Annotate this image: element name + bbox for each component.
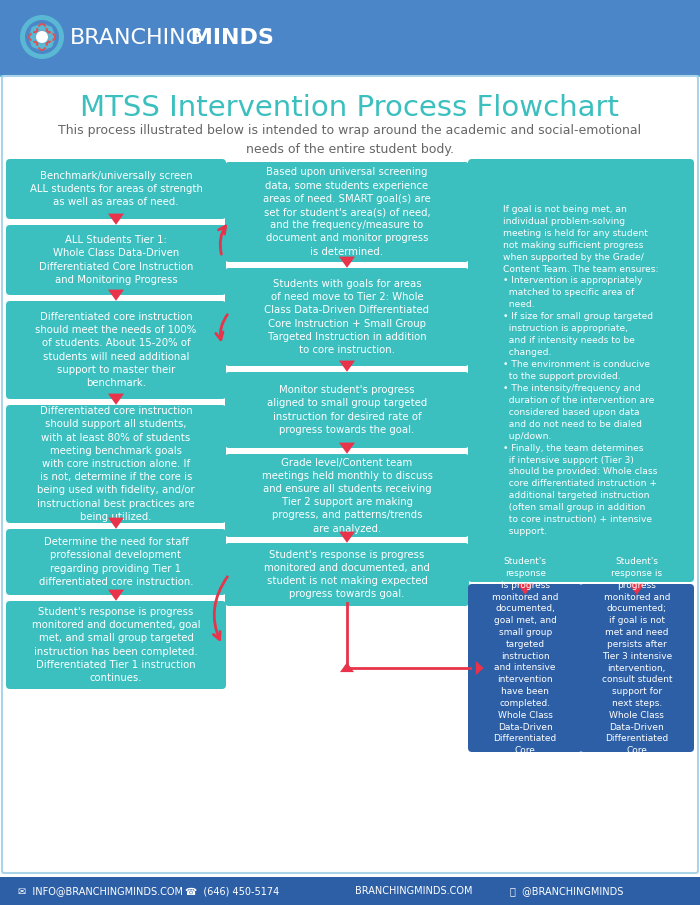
Text: Based upon universal screening
data, some students experience
areas of need. SMA: Based upon universal screening data, som… [263, 167, 431, 257]
Polygon shape [339, 257, 355, 268]
Circle shape [25, 20, 59, 54]
Text: Student's response is progress
monitored and documented, goal
met, and small gro: Student's response is progress monitored… [32, 607, 200, 683]
Polygon shape [517, 584, 533, 595]
Polygon shape [108, 290, 124, 300]
FancyBboxPatch shape [225, 454, 469, 537]
Polygon shape [108, 589, 124, 601]
Text: BRANCHINGMINDS.COM: BRANCHINGMINDS.COM [355, 886, 472, 896]
Polygon shape [476, 661, 484, 675]
Text: BRANCHING: BRANCHING [70, 28, 204, 48]
FancyBboxPatch shape [225, 543, 469, 606]
FancyBboxPatch shape [225, 268, 469, 366]
Text: 🐦  @BRANCHINGMINDS: 🐦 @BRANCHINGMINDS [510, 886, 624, 896]
FancyBboxPatch shape [6, 529, 226, 595]
Circle shape [36, 31, 48, 43]
Polygon shape [108, 394, 124, 405]
Polygon shape [108, 214, 124, 224]
FancyBboxPatch shape [0, 75, 700, 77]
Polygon shape [339, 443, 355, 453]
Text: MINDS: MINDS [183, 28, 274, 48]
FancyBboxPatch shape [468, 584, 582, 752]
FancyBboxPatch shape [0, 0, 700, 75]
Text: Student's
response
is progress
monitored and
documented,
goal met, and
small gro: Student's response is progress monitored… [492, 557, 559, 778]
Text: Student's response is progress
monitored and documented, and
student is not maki: Student's response is progress monitored… [264, 549, 430, 599]
FancyBboxPatch shape [468, 159, 694, 582]
FancyBboxPatch shape [6, 601, 226, 689]
Text: If goal is not being met, an
individual problem-solving
meeting is held for any : If goal is not being met, an individual … [503, 205, 659, 536]
Text: ☎  (646) 450-5174: ☎ (646) 450-5174 [185, 886, 279, 896]
Circle shape [29, 24, 55, 50]
Text: Differentiated core instruction
should meet the needs of 100%
of students. About: Differentiated core instruction should m… [36, 312, 197, 388]
Polygon shape [340, 662, 354, 672]
FancyBboxPatch shape [0, 877, 700, 905]
Text: Determine the need for staff
professional development
regarding providing Tier 1: Determine the need for staff professiona… [38, 538, 193, 586]
FancyBboxPatch shape [225, 162, 469, 262]
Polygon shape [629, 584, 645, 595]
Text: Grade level/Content team
meetings held monthly to discuss
and ensure all student: Grade level/Content team meetings held m… [262, 458, 433, 534]
FancyBboxPatch shape [225, 372, 469, 448]
Text: Student's
response is
progress
monitored and
documented;
if goal is not
met and : Student's response is progress monitored… [601, 557, 672, 778]
Text: This process illustrated below is intended to wrap around the academic and socia: This process illustrated below is intend… [58, 124, 642, 156]
Text: Differentiated core instruction
should support all students,
with at least 80% o: Differentiated core instruction should s… [37, 406, 195, 522]
Text: MTSS Intervention Process Flowchart: MTSS Intervention Process Flowchart [80, 94, 620, 122]
Polygon shape [339, 531, 355, 543]
Polygon shape [339, 360, 355, 372]
Text: ✉  INFO@BRANCHINGMINDS.COM: ✉ INFO@BRANCHINGMINDS.COM [18, 886, 183, 896]
Circle shape [20, 15, 64, 59]
FancyBboxPatch shape [6, 301, 226, 399]
Text: Benchmark/universally screen
ALL students for areas of strength
as well as areas: Benchmark/universally screen ALL student… [29, 171, 202, 207]
FancyBboxPatch shape [6, 225, 226, 295]
FancyBboxPatch shape [0, 75, 700, 905]
Text: ALL Students Tier 1:
Whole Class Data-Driven
Differentiated Core Instruction
and: ALL Students Tier 1: Whole Class Data-Dr… [38, 235, 193, 285]
FancyBboxPatch shape [6, 405, 226, 523]
FancyBboxPatch shape [6, 159, 226, 219]
Text: Monitor student's progress
aligned to small group targeted
instruction for desir: Monitor student's progress aligned to sm… [267, 386, 427, 434]
Polygon shape [108, 518, 124, 529]
Text: Students with goals for areas
of need move to Tier 2: Whole
Class Data-Driven Di: Students with goals for areas of need mo… [265, 279, 430, 355]
FancyBboxPatch shape [580, 584, 694, 752]
